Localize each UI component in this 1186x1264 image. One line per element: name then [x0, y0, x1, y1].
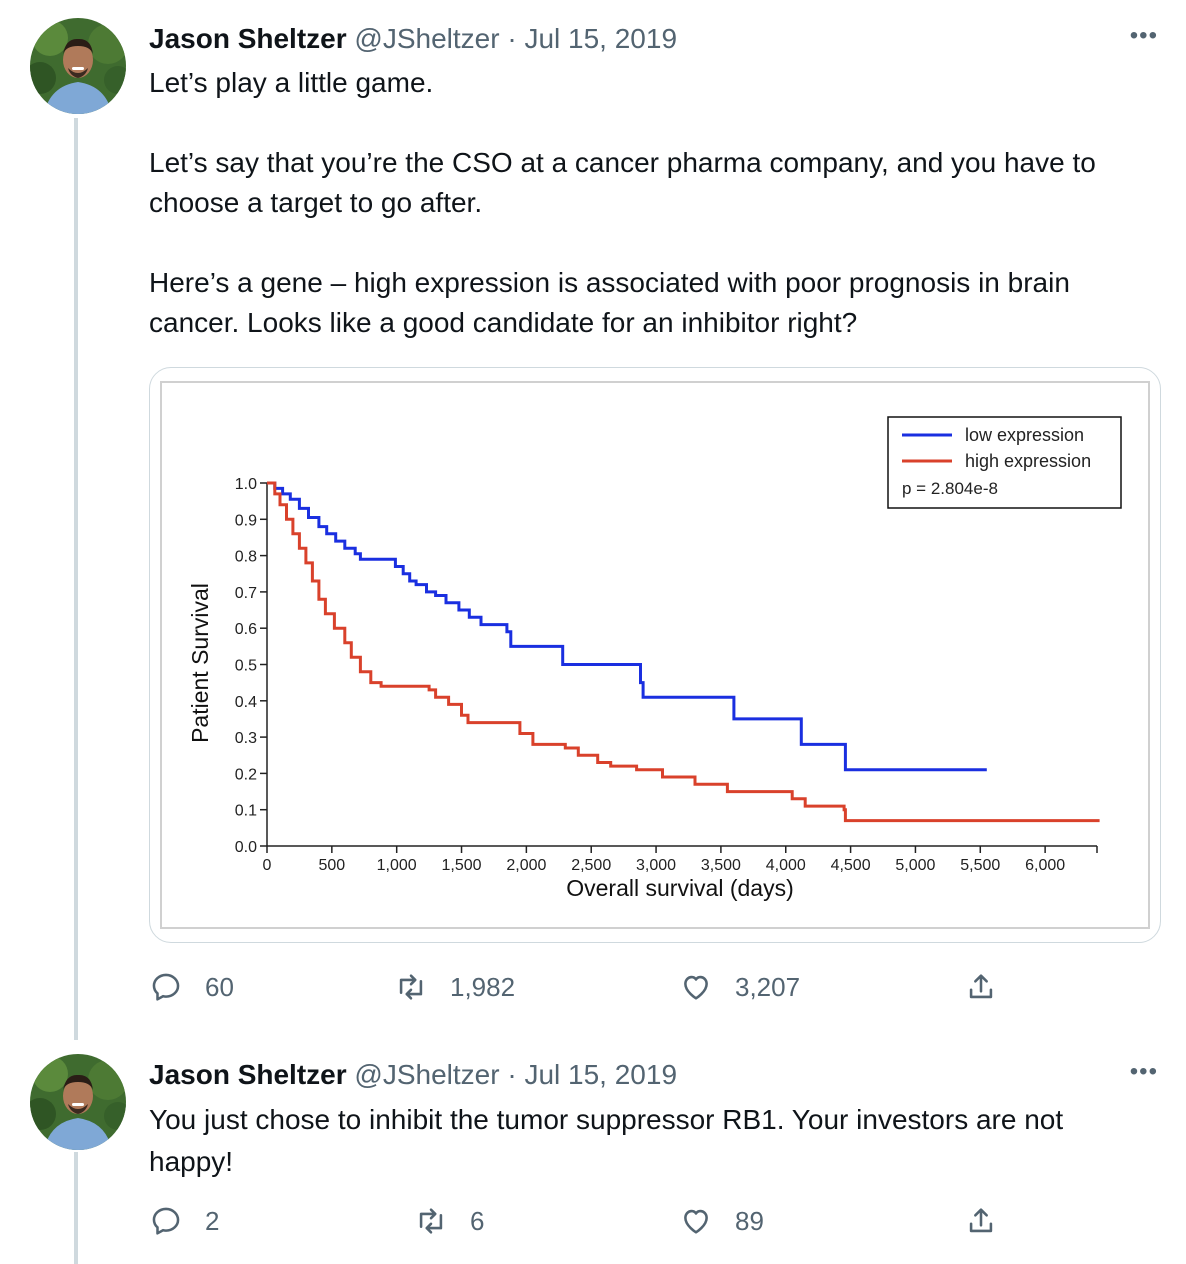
x-tick-label: 3,000 — [636, 857, 676, 874]
thread-connector — [74, 118, 78, 1040]
reply-button[interactable]: 60 — [149, 970, 234, 1004]
like-count: 3,207 — [735, 971, 801, 1002]
x-tick-label: 5,500 — [960, 857, 1000, 874]
y-tick-label: 0.8 — [235, 549, 257, 566]
tweet-header: Jason Sheltzer @JSheltzer · Jul 15, 2019 — [149, 1058, 677, 1092]
author-handle[interactable]: @JSheltzer — [354, 23, 500, 54]
legend-pvalue: p = 2.804e-8 — [902, 479, 998, 498]
like-button[interactable]: 89 — [679, 1204, 764, 1238]
legend-label-high: high expression — [965, 451, 1091, 471]
retweet-button[interactable]: 6 — [414, 1204, 484, 1238]
author-handle[interactable]: @JSheltzer — [354, 1059, 500, 1090]
avatar-photo — [30, 18, 126, 114]
reply-icon — [152, 973, 180, 1001]
y-tick-label: 0.3 — [235, 730, 257, 747]
y-tick-label: 0.0 — [235, 839, 257, 856]
y-tick-label: 1.0 — [235, 476, 257, 493]
survival-curve-high-expression — [267, 481, 1100, 823]
x-tick-label: 1,500 — [442, 857, 482, 874]
more-horizontal-icon[interactable]: ••• — [1129, 1058, 1158, 1085]
avatar-photo — [30, 1054, 126, 1150]
heart-icon — [684, 975, 708, 1000]
avatar[interactable] — [30, 1054, 126, 1150]
y-tick-label: 0.2 — [235, 766, 257, 783]
x-tick-label: 4,000 — [766, 857, 806, 874]
reply-count: 2 — [205, 1205, 220, 1236]
retweet-count: 6 — [470, 1205, 485, 1236]
x-tick-label: 2,500 — [571, 857, 611, 874]
tweet-date[interactable]: Jul 15, 2019 — [524, 23, 678, 54]
y-tick-label: 0.7 — [235, 585, 257, 602]
x-axis-label: Overall survival (days) — [566, 875, 794, 901]
y-tick-label: 0.6 — [235, 621, 257, 638]
tweet-paragraph: You just chose to inhibit the tumor supp… — [149, 1104, 1064, 1177]
reply-count: 60 — [205, 971, 234, 1002]
like-button[interactable]: 3,207 — [679, 970, 800, 1004]
retweet-count: 1,982 — [450, 971, 516, 1002]
tweet-text: Let’s play a little game. Let’s say that… — [149, 63, 1149, 343]
tweet-text: You just chose to inhibit the tumor supp… — [149, 1099, 1139, 1183]
x-tick-label: 1,000 — [377, 857, 417, 874]
legend-label-low: low expression — [965, 425, 1084, 445]
y-tick-label: 0.1 — [235, 803, 257, 820]
chart-legend: low expression high expression p = 2.804… — [887, 416, 1122, 509]
y-axis-label: Patient Survival — [187, 583, 213, 743]
like-count: 89 — [735, 1205, 764, 1236]
x-tick-label: 500 — [318, 857, 345, 874]
tweet-actions: 2 6 89 — [149, 1204, 1009, 1244]
survival-chart: 0.0 0.1 0.2 0.3 0.4 0.5 0.6 0.7 0.8 0.9 1.0 0 500 1,0… — [160, 381, 1150, 929]
retweet-icon — [399, 974, 423, 1000]
x-tick-label: 3,500 — [701, 857, 741, 874]
thread-connector — [74, 1152, 78, 1264]
reply-icon — [152, 1207, 180, 1235]
survival-curve-low-expression — [267, 481, 987, 772]
more-horizontal-icon[interactable]: ••• — [1129, 22, 1158, 49]
y-tick-label: 0.4 — [235, 694, 257, 711]
share-icon — [969, 974, 993, 999]
avatar[interactable] — [30, 18, 126, 114]
retweet-icon — [419, 1208, 443, 1234]
tweet-actions: 60 1,982 3,207 — [149, 970, 1009, 1010]
y-tick-label: 0.9 — [235, 512, 257, 529]
heart-icon — [684, 1209, 708, 1234]
share-icon — [969, 1208, 993, 1233]
author-name[interactable]: Jason Sheltzer — [149, 1059, 347, 1090]
tweet-paragraph: Let’s say that you’re the CSO at a cance… — [149, 147, 1096, 218]
tweet-media-chart[interactable]: 0.0 0.1 0.2 0.3 0.4 0.5 0.6 0.7 0.8 0.9 1.0 0 500 1,0… — [149, 367, 1161, 943]
author-name[interactable]: Jason Sheltzer — [149, 23, 347, 54]
reply-button[interactable]: 2 — [149, 1204, 219, 1238]
tweet-paragraph: Here’s a gene – high expression is assoc… — [149, 267, 1070, 338]
tweet-date[interactable]: Jul 15, 2019 — [524, 1059, 678, 1090]
x-tick-label: 0 — [263, 857, 272, 874]
x-tick-label: 5,000 — [895, 857, 935, 874]
x-tick-label: 6,000 — [1025, 857, 1065, 874]
tweet-paragraph: Let’s play a little game. — [149, 67, 434, 98]
x-tick-label: 2,000 — [506, 857, 546, 874]
share-button[interactable] — [964, 970, 998, 1004]
retweet-button[interactable]: 1,982 — [394, 970, 515, 1004]
x-tick-label: 4,500 — [831, 857, 871, 874]
y-tick-label: 0.5 — [235, 658, 257, 675]
separator-dot: · — [507, 1059, 517, 1090]
share-button[interactable] — [964, 1204, 998, 1238]
separator-dot: · — [507, 23, 517, 54]
tweet-header: Jason Sheltzer @JSheltzer · Jul 15, 2019 — [149, 22, 677, 56]
